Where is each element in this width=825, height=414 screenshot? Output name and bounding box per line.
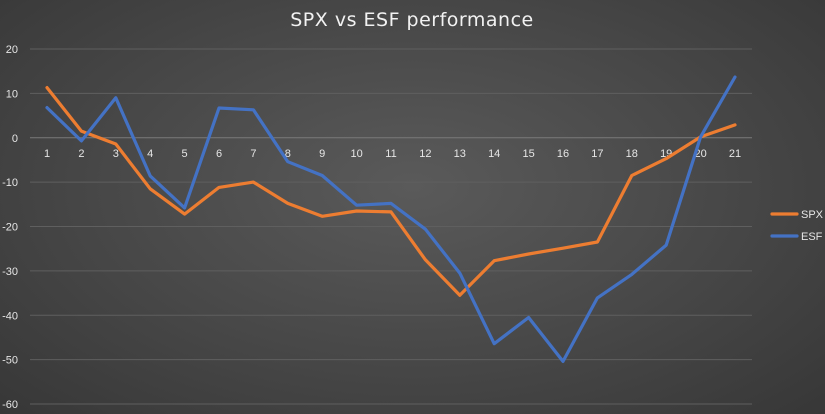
x-tick-label: 5 xyxy=(182,148,188,160)
x-tick-label: 13 xyxy=(454,148,466,160)
x-tick-label: 8 xyxy=(285,148,291,160)
y-tick-label: -40 xyxy=(2,310,18,322)
chart-title: SPX vs ESF performance xyxy=(290,9,533,31)
x-tick-label: 16 xyxy=(557,148,569,160)
y-tick-label: -10 xyxy=(2,177,18,189)
x-tick-label: 4 xyxy=(147,148,153,160)
x-tick-label: 21 xyxy=(729,148,741,160)
series-lines xyxy=(45,75,737,363)
y-tick-label: 10 xyxy=(6,88,18,100)
x-tick-label: 10 xyxy=(350,148,362,160)
x-tick-label: 7 xyxy=(250,148,256,160)
x-tick-label: 15 xyxy=(522,148,534,160)
x-tick-label: 6 xyxy=(216,148,222,160)
x-tick-label: 3 xyxy=(113,148,119,160)
legend-label-spx: SPX xyxy=(801,209,824,221)
y-tick-label: 20 xyxy=(6,44,18,56)
y-tick-label: -50 xyxy=(2,355,18,367)
series-line-esf xyxy=(45,75,737,363)
legend-label-esf: ESF xyxy=(801,231,823,243)
x-tick-label: 18 xyxy=(626,148,638,160)
legend: SPX ESF xyxy=(770,209,824,243)
y-tick-label: -20 xyxy=(2,222,18,234)
gridlines xyxy=(30,48,752,405)
x-tick-label: 1 xyxy=(44,148,50,160)
y-axis-labels: 20 10 0 -10 -20 -30 -40 -50 -60 xyxy=(2,44,18,411)
x-axis-labels: 1 2 3 4 5 6 7 8 9 10 11 12 13 14 15 16 17 18 19 20 21 xyxy=(44,148,741,160)
x-tick-label: 9 xyxy=(319,148,325,160)
x-tick-label: 14 xyxy=(488,148,500,160)
x-tick-label: 2 xyxy=(78,148,84,160)
x-tick-label: 17 xyxy=(591,148,603,160)
x-tick-label: 11 xyxy=(385,148,396,160)
series-line-spx xyxy=(45,85,737,297)
x-tick-label: 12 xyxy=(419,148,431,160)
y-tick-label: -60 xyxy=(2,399,18,411)
y-tick-label: 0 xyxy=(12,133,18,145)
y-tick-label: -30 xyxy=(2,266,18,278)
